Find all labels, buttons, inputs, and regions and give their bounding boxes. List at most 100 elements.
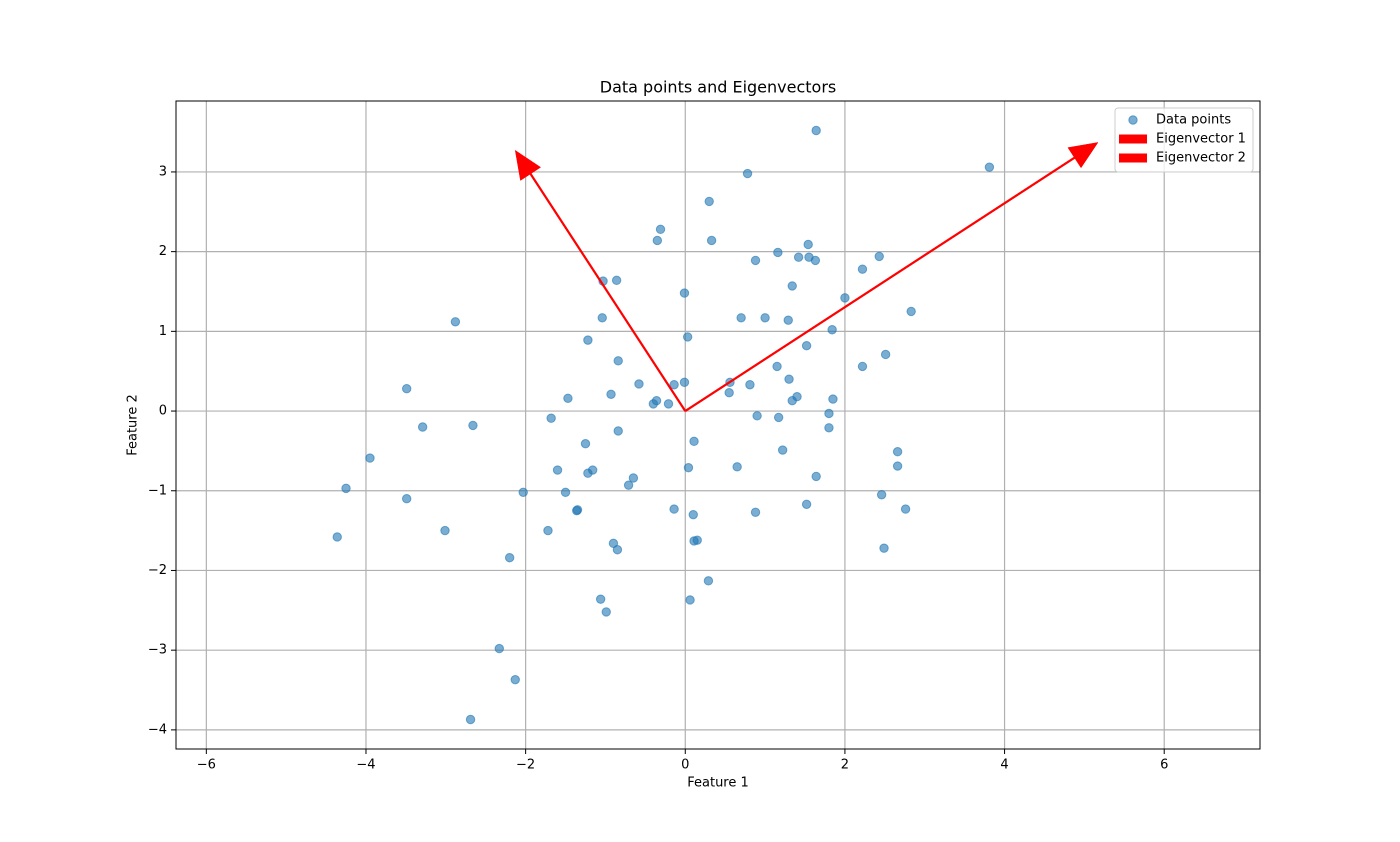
x-tick-label: −6 [197,758,216,773]
data-point [655,224,666,235]
data-point [546,413,556,423]
data-point [984,162,995,172]
data-point [494,643,504,654]
y-tick-label: 0 [159,404,167,419]
data-point [572,505,582,516]
y-tick-label: −1 [148,483,167,498]
data-point [783,315,793,325]
data-point [468,420,478,431]
data-point [793,252,804,262]
data-point [611,275,622,286]
data-point [552,465,563,475]
data-point [663,399,674,409]
data-point [401,384,412,394]
data-point [892,447,903,457]
data-point [685,595,695,605]
data-point [583,468,593,478]
data-point [601,607,611,617]
legend-label: Eigenvector 1 [1156,132,1246,147]
data-point [689,536,699,546]
data-point [332,532,342,542]
axes-frame [175,100,1261,750]
data-point [613,356,623,366]
x-tick-label: 4 [1000,758,1008,773]
data-point [772,361,782,372]
data-point [857,264,868,274]
x-tick-label: 6 [1160,758,1168,773]
legend-box [1114,107,1254,173]
data-point [518,487,528,498]
data-point [732,462,742,472]
x-tick-label: 2 [841,758,849,773]
data-point [880,349,891,360]
data-point [595,594,606,604]
data-point [401,494,412,504]
y-tick-label: 3 [159,164,167,179]
data-point [811,471,821,482]
x-tick-label: 0 [681,758,689,773]
data-point [465,714,476,725]
data-point [784,374,794,384]
data-point [682,332,693,342]
data-point [683,462,694,473]
data-point [341,483,351,494]
data-point [900,504,911,514]
y-tick-label: −3 [148,643,167,658]
legend-marker [1128,115,1138,125]
data-point [679,377,690,388]
data-point [824,423,834,433]
y-tick-label: −2 [148,563,167,578]
legend-marker [1119,134,1147,144]
data-point [760,313,770,323]
data-point [597,313,607,323]
data-point [634,379,644,389]
data-point [724,388,734,398]
data-point [440,525,450,536]
data-point [648,399,659,409]
data-point [787,395,797,406]
data-point [827,325,837,335]
data-point [801,499,812,510]
legend-label: Data points [1156,113,1231,128]
data-point [417,422,428,432]
data-point [750,507,761,517]
data-point [750,255,761,266]
y-axis-label: Feature 2 [126,394,141,456]
data-point [874,251,884,262]
data-point [773,247,783,258]
data-point [669,380,679,390]
data-point [787,281,797,291]
data-point [543,525,553,536]
eigenvector-arrow [514,149,687,412]
data-point [745,380,755,390]
data-point [679,288,690,298]
data-point [612,545,623,555]
data-point [580,439,591,449]
data-point [560,487,571,498]
y-tick-label: 1 [159,324,167,339]
x-axis-label: Feature 1 [687,776,749,791]
data-point [689,436,699,447]
data-point [365,453,375,463]
data-point [801,340,812,351]
data-point [736,313,746,323]
data-point [652,235,663,246]
data-point [892,461,903,471]
y-tick-label: 2 [159,244,167,259]
data-point [811,125,821,136]
data-point [777,445,788,455]
data-point [563,393,573,403]
data-point [504,553,515,563]
data-point [857,361,868,372]
data-point [704,196,714,207]
data-point [703,576,714,586]
data-point [803,239,813,250]
y-tick-label: −4 [148,722,167,737]
data-point [810,255,821,266]
data-point [876,490,887,500]
data-point [510,674,520,685]
data-point [583,335,593,345]
data-point [742,168,753,179]
data-point [688,509,698,520]
